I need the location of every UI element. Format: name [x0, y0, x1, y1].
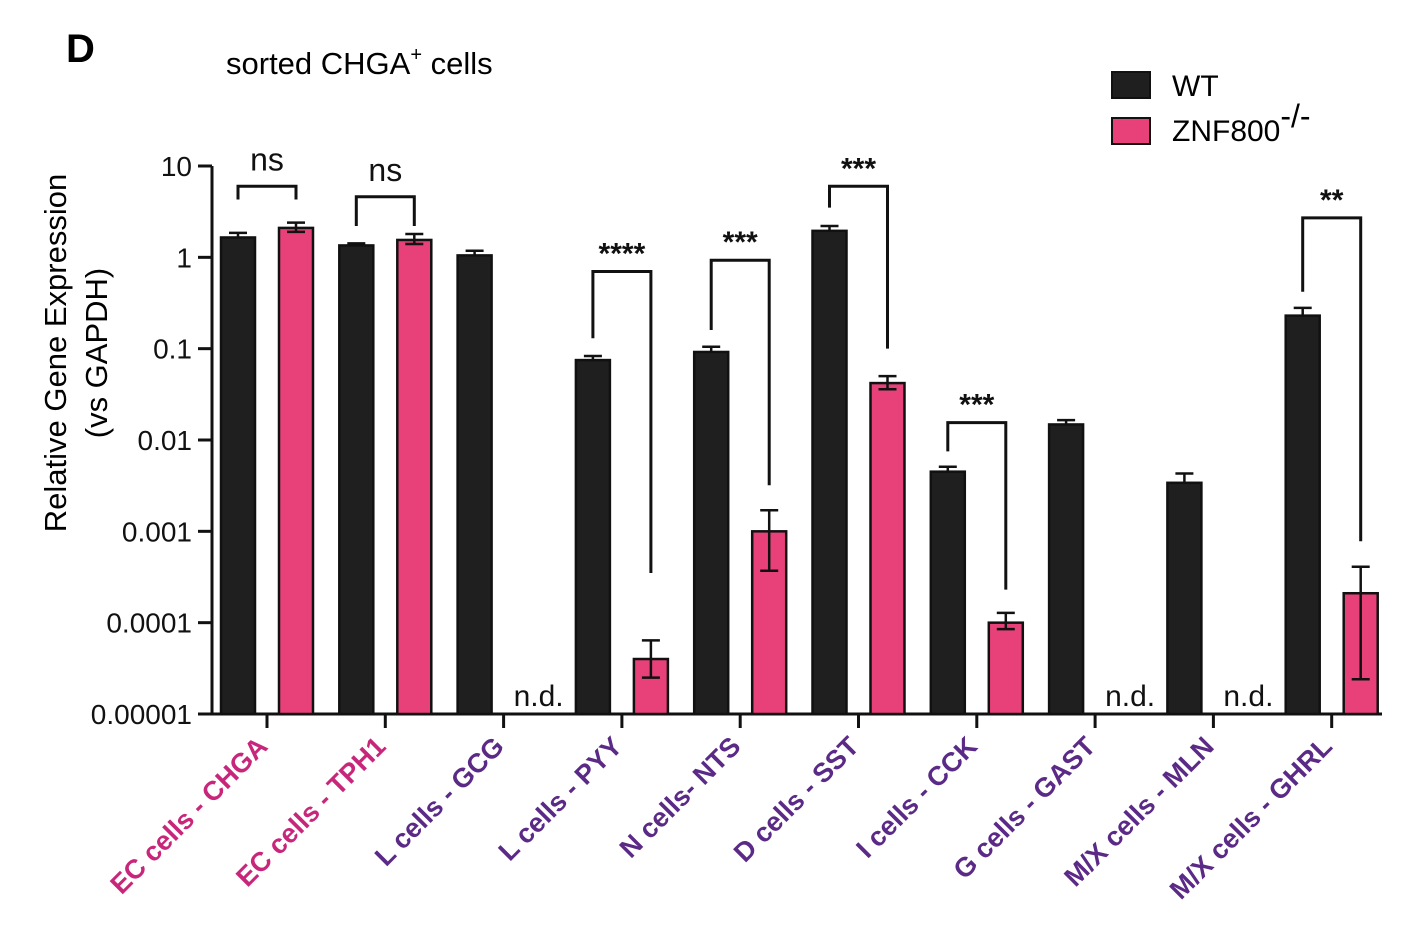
significance-bracket — [828, 184, 889, 349]
chart-title: sorted CHGA+ cells — [226, 44, 493, 81]
legend-label-ko: ZNF800-/- — [1172, 98, 1311, 148]
significance-bracket — [1301, 216, 1363, 542]
significance-bracket — [709, 258, 771, 486]
significance-label: ns — [368, 152, 402, 188]
significance-label: ** — [1320, 184, 1344, 217]
significance-bracket — [591, 269, 653, 573]
significance-label: *** — [841, 152, 876, 185]
significance-label: *** — [723, 226, 758, 259]
not-detected-label: n.d. — [1105, 680, 1155, 713]
y-tick-label: 10 — [161, 151, 192, 182]
legend-swatch-wt — [1111, 71, 1151, 99]
y-tick-label: 0.00001 — [91, 699, 192, 730]
legend: WT ZNF800-/- — [1111, 70, 1311, 148]
y-tick-label: 0.01 — [138, 425, 193, 456]
bar-wt — [929, 470, 967, 716]
panel-label: D — [66, 27, 95, 71]
legend-label-wt: WT — [1172, 70, 1219, 103]
bar-wt — [1047, 423, 1085, 716]
bar-ko — [987, 621, 1025, 716]
bar-wt — [456, 254, 493, 716]
bar-wt — [574, 358, 612, 716]
not-detected-label: n.d. — [514, 680, 564, 713]
y-tick-label: 0.1 — [153, 334, 192, 365]
bar-wt — [1284, 314, 1321, 716]
bar-wt — [1166, 481, 1203, 716]
significance-label: **** — [599, 237, 646, 270]
legend-swatch-ko — [1111, 117, 1151, 145]
not-detected-label: n.d. — [1223, 680, 1273, 713]
bar-ko — [277, 226, 315, 716]
significance-bracket — [946, 421, 1008, 590]
bar-ko — [396, 238, 433, 716]
significance-bracket — [236, 184, 298, 200]
x-tick-label: D cells - SST — [728, 731, 865, 868]
bars: n.d. n.d. n.d. — [219, 221, 1379, 716]
y-axis-label-line1: Relative Gene Expression — [38, 174, 73, 532]
x-tick-label: L cells - PYY — [493, 731, 628, 866]
significance-brackets: ns ns**** *********** — [236, 141, 1363, 590]
bar-wt — [692, 350, 730, 716]
y-tick-label: 0.0001 — [106, 608, 192, 639]
y-tick-label: 1 — [176, 242, 192, 273]
x-tick-label: N cells- NTS — [614, 731, 747, 864]
significance-bracket — [354, 195, 416, 227]
x-tick-label: I cells - CCK — [850, 731, 983, 864]
bar-wt — [219, 236, 257, 716]
y-axis-label-line2: (vs GAPDH) — [79, 268, 114, 439]
bar-wt — [811, 229, 848, 716]
y-tick-label: 0.001 — [122, 516, 192, 547]
significance-label: ns — [250, 141, 284, 177]
significance-label: *** — [959, 389, 994, 422]
chart-title-superscript: + — [410, 44, 422, 66]
legend-label-ko-superscript: -/- — [1280, 98, 1310, 134]
bar-ko — [869, 381, 906, 716]
bar-wt — [338, 244, 375, 716]
